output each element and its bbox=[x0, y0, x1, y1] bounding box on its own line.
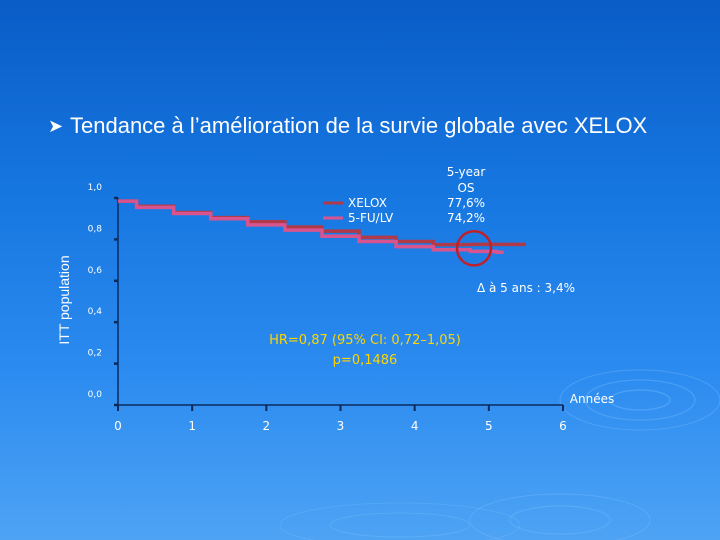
x-tick-label: 1 bbox=[188, 419, 196, 433]
y-tick-label: 0,8 bbox=[88, 224, 103, 234]
p-value-annotation: p=0,1486 bbox=[333, 353, 398, 368]
five-year-highlight-circle bbox=[455, 230, 493, 267]
slide-title: Tendance à l’amélioration de la survie g… bbox=[70, 113, 648, 138]
y-tick-label: 0,0 bbox=[88, 390, 103, 400]
x-tick-label: 0 bbox=[114, 419, 122, 433]
x-tick-label: 6 bbox=[559, 419, 567, 433]
y-tick-label: 0,6 bbox=[88, 266, 103, 276]
x-tick-label: 3 bbox=[337, 419, 345, 433]
ripple-decoration bbox=[279, 369, 720, 540]
x-axis-label: Années bbox=[570, 392, 614, 406]
os-header: 5-year bbox=[447, 165, 486, 179]
x-tick-label: 5 bbox=[485, 419, 493, 433]
x-tick-label: 4 bbox=[411, 419, 419, 433]
y-tick-label: 0,4 bbox=[88, 307, 103, 317]
os-value-xelox: 77,6% bbox=[447, 196, 485, 210]
delta-annotation: Δ à 5 ans : 3,4% bbox=[477, 281, 575, 295]
os-value-5fu: 74,2% bbox=[447, 211, 485, 225]
x-tick-label: 2 bbox=[263, 419, 271, 433]
y-tick-label: 0,2 bbox=[88, 349, 102, 359]
hr-annotation: HR=0,87 (95% CI: 0,72–1,05) bbox=[269, 333, 461, 348]
series-line-5fu-lv bbox=[118, 199, 504, 254]
legend-label-xelox: XELOX bbox=[348, 196, 387, 210]
legend: XELOX 5-FU/LV bbox=[323, 196, 394, 225]
os-header-line2: OS bbox=[457, 181, 474, 195]
legend-label-5fu: 5-FU/LV bbox=[348, 211, 394, 225]
y-tick-label: 1,0 bbox=[88, 183, 103, 193]
arrow-bullet-icon: ➤ bbox=[48, 116, 64, 137]
